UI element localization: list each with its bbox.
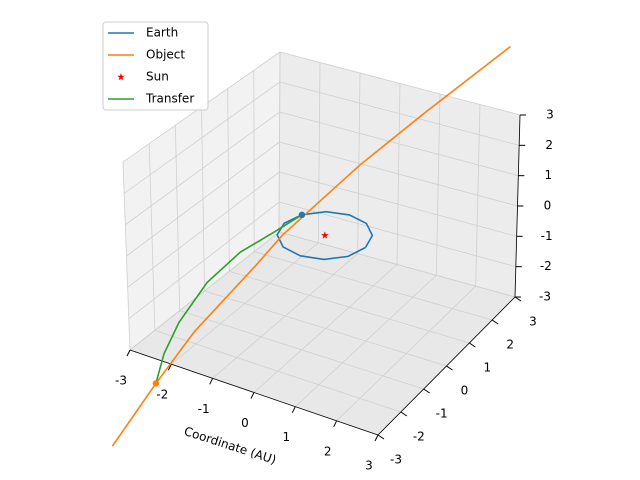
z-tick-label: 1 [545,168,553,182]
z-tick-label: 0 [544,199,552,213]
grid-line [179,310,424,390]
legend-label: Object [146,48,185,62]
x-axis-label: Coordinate (AU) [182,424,278,467]
x-tick [374,434,379,442]
x-tick-label: 1 [283,430,291,444]
x-tick [167,363,172,371]
panes [122,51,526,442]
y-tick [377,434,385,440]
grid-line [204,290,447,367]
y-tick [400,411,408,417]
y-tick [514,296,522,302]
y-axis [377,296,516,436]
legend-box [102,21,209,111]
grid-line [127,171,280,288]
grid-line [279,171,517,237]
legend: Earth Object Sun Transfer [102,21,209,111]
x-tick-label: -3 [115,374,127,388]
y-tick-label: 1 [484,361,492,375]
x-axis [129,349,379,436]
y-tick-label: -3 [390,453,402,467]
z-tick-label: -1 [541,229,553,243]
legend-label: Sun [146,70,169,84]
grid-line [129,231,280,351]
series-line [276,210,374,261]
grid-line [278,231,516,298]
legend-label: Earth [146,26,178,40]
grid-line [126,141,280,257]
y-tick [423,388,430,394]
y-tick-label: 3 [529,315,537,329]
grid-line [229,270,470,344]
y-tick-label: -1 [436,407,448,421]
legend-marker [117,73,125,81]
z-tick-label: 2 [545,138,553,152]
z-tick-label: -2 [540,259,552,273]
x-tick-label: -1 [198,402,210,416]
series-line [111,45,511,447]
y-tick [469,342,476,348]
x-tick [209,378,214,385]
sun-marker [321,231,329,239]
grid-line [279,51,521,116]
z-axis [514,114,521,298]
y-tick-label: 0 [461,384,469,398]
y-tick [446,365,453,371]
legend-label: Transfer [145,92,194,106]
grid-line [128,201,280,319]
grid-line [279,141,518,207]
position-marker [298,211,306,219]
grid-line [254,251,493,321]
y-tick-label: -2 [413,430,425,444]
grid-line [154,329,401,413]
grid-line [125,111,280,225]
grid-line [279,111,519,177]
x-tick-label: -2 [156,388,168,402]
z-tick-label: 3 [546,108,554,122]
x-tick-label: 0 [241,416,249,430]
x-tick [333,420,338,428]
position-marker [152,380,160,387]
x-tick [291,406,296,413]
grid-line [279,81,520,146]
x-tick [250,392,255,399]
x-tick-label: 2 [324,444,332,458]
grid-line [123,81,281,194]
y-tick-label: 2 [506,338,514,352]
x-tick [126,349,131,357]
plot [111,45,511,447]
x-tick-label: 3 [365,459,373,473]
z-tick-label: -3 [539,290,551,304]
series-line [155,214,303,384]
y-tick [491,319,499,325]
